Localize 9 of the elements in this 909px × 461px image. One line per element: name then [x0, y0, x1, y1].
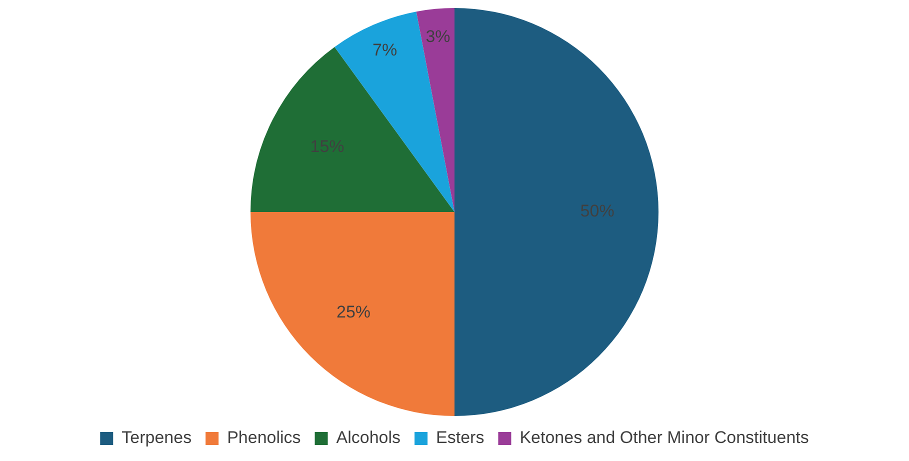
data-label: 50%: [580, 202, 614, 221]
legend-label: Alcohols: [336, 428, 401, 448]
data-label: 3%: [426, 27, 450, 46]
data-label: 7%: [372, 40, 398, 60]
legend-label: Ketones and Other Minor Constituents: [520, 428, 809, 448]
legend-label: Phenolics: [227, 428, 301, 448]
data-label: 25%: [336, 302, 371, 322]
legend-label: Terpenes: [122, 428, 192, 448]
legend-label: Esters: [436, 428, 484, 448]
